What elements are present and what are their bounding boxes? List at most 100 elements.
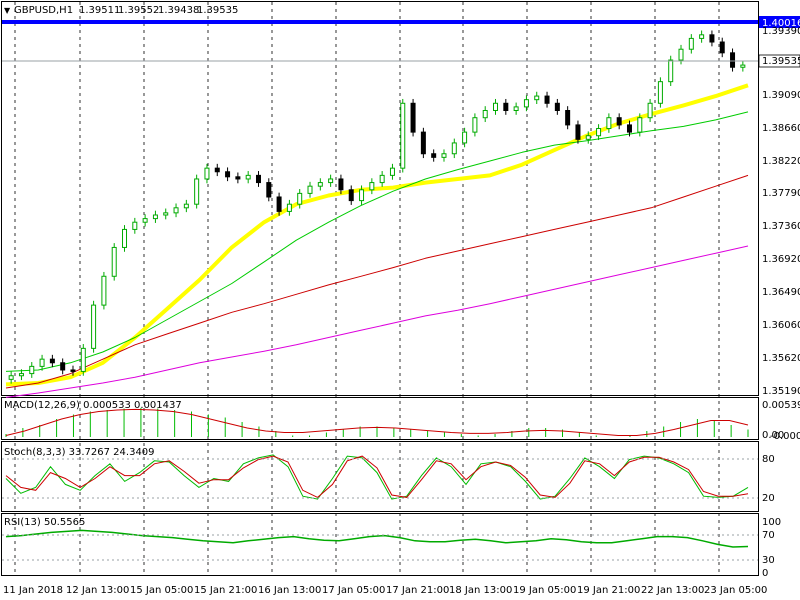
candle-body <box>688 37 694 50</box>
ohlc-open: 1.39511 <box>79 5 120 16</box>
candle-body <box>740 64 746 68</box>
macd-scale-zero: 0.00 <box>762 430 784 441</box>
price-tick: 1.35190 <box>762 386 800 397</box>
stoch-label: Stoch(8,3,3) 33.7267 24.3409 <box>4 447 155 458</box>
candle-body <box>503 102 509 111</box>
candle-body <box>575 124 581 140</box>
candle-body <box>60 362 66 371</box>
main-panel <box>1 1 759 396</box>
candle-body <box>379 174 385 184</box>
ohlc-high: 1.39552 <box>118 5 159 16</box>
candle-body <box>80 347 86 372</box>
price-tick: 1.39090 <box>762 90 800 101</box>
candle-body <box>719 41 725 54</box>
price-tick: 1.38660 <box>762 123 800 134</box>
time-tick: 15 Jan 21:00 <box>194 585 257 596</box>
macd-label: MACD(12,26,9) 0.000533 0.001437 <box>4 400 182 411</box>
time-tick: 11 Jan 2018 <box>3 585 63 596</box>
rsi-scale-30: 30 <box>762 555 775 566</box>
candle-body <box>266 182 272 198</box>
candle-body <box>183 203 189 209</box>
candle-body <box>18 373 24 377</box>
rsi-scale-0: 0 <box>762 568 768 579</box>
candle-body <box>225 171 231 178</box>
candle-body <box>410 102 416 133</box>
symbol-icon: ▼ <box>4 6 11 15</box>
candle-body <box>8 375 14 380</box>
candle-body <box>668 59 674 83</box>
candle-body <box>235 176 241 180</box>
candle-body <box>152 214 158 220</box>
time-tick: 18 Jan 13:00 <box>449 585 512 596</box>
candle-body <box>70 369 76 372</box>
ma-line <box>5 174 749 389</box>
price-scale: 1.39390 1.39090 1.38660 1.38220 1.37790 … <box>762 26 800 397</box>
candle-body <box>338 178 344 191</box>
candle-body <box>534 95 540 101</box>
candle-body <box>451 142 457 155</box>
candle-body <box>307 185 313 194</box>
candle-body <box>647 102 653 119</box>
ma-line <box>5 245 749 398</box>
ohlc-low: 1.39438 <box>158 5 199 16</box>
time-tick: 15 Jan 05:00 <box>130 585 193 596</box>
current-price-tag <box>758 54 800 68</box>
time-tick: 19 Jan 05:00 <box>513 585 576 596</box>
candle-body <box>286 203 292 212</box>
rsi-scale-70: 70 <box>762 530 775 541</box>
stoch-scale-20: 20 <box>762 493 775 504</box>
stoch-signal-line <box>5 455 749 498</box>
hline-price-text: 1.40016 <box>762 18 800 29</box>
candle-body <box>637 117 643 133</box>
stoch-panel <box>1 441 759 512</box>
price-tick: 1.36060 <box>762 320 800 331</box>
candle-body <box>657 81 663 104</box>
rsi-label: RSI(13) 50.5565 <box>4 517 85 528</box>
hline-price-tag <box>759 16 800 28</box>
candle-body <box>194 178 200 205</box>
price-tick: 1.38220 <box>762 156 800 167</box>
candle-body <box>441 153 447 158</box>
candlesticks <box>8 30 746 384</box>
candle-body <box>472 117 478 133</box>
candle-body <box>585 135 591 140</box>
time-tick: 17 Jan 21:00 <box>386 585 449 596</box>
candle-body <box>111 246 117 277</box>
candle-body <box>493 102 499 111</box>
rsi-scale-100: 100 <box>762 517 781 528</box>
price-tick: 1.35620 <box>762 353 800 364</box>
candle-body <box>328 178 334 184</box>
candle-body <box>626 124 632 133</box>
symbol-label: GBPUSD,H1 <box>14 5 73 16</box>
candle-body <box>39 358 45 367</box>
candle-body <box>431 153 437 158</box>
candle-body <box>544 95 550 104</box>
candle-body <box>554 102 560 111</box>
time-axis: 11 Jan 2018 12 Jan 13:00 15 Jan 05:00 15… <box>3 585 767 596</box>
candle-body <box>616 117 622 126</box>
candle-body <box>101 275 107 306</box>
macd-scale-top: 0.005391 <box>762 400 800 411</box>
rsi-panel <box>1 513 759 576</box>
macd-signal-line <box>5 408 749 436</box>
time-tick: 16 Jan 13:00 <box>258 585 321 596</box>
candle-body <box>678 48 684 61</box>
candle-body <box>132 221 138 230</box>
candle-body <box>29 365 35 375</box>
candle-body <box>709 34 715 43</box>
price-tick: 1.36920 <box>762 254 800 265</box>
candle-body <box>255 174 261 184</box>
current-price-text: 1.39535 <box>762 56 800 67</box>
macd-scale-bottom: -0.000772 <box>770 431 800 442</box>
ohlc-close: 1.39535 <box>197 5 238 16</box>
candle-body <box>596 128 602 137</box>
candle-body <box>49 358 55 364</box>
candle-body <box>142 218 148 223</box>
time-tick: 19 Jan 21:00 <box>577 585 640 596</box>
candle-body <box>317 182 323 187</box>
candle-body <box>276 196 282 212</box>
price-tick: 1.39390 <box>762 26 800 37</box>
candle-body <box>420 131 426 155</box>
candle-body <box>400 102 406 169</box>
